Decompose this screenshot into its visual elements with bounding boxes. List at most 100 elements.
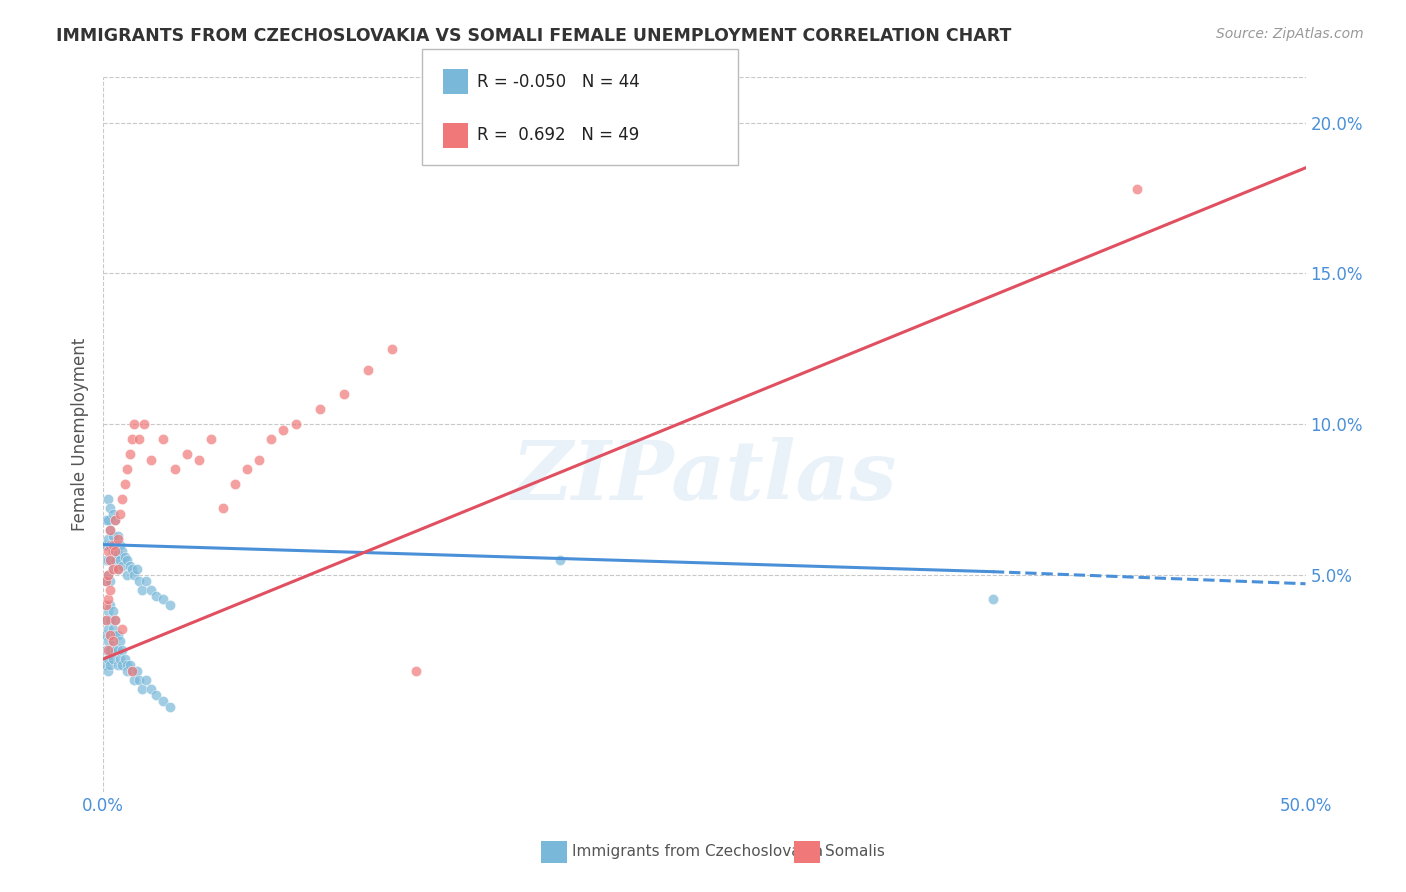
Point bbox=[97, 664, 120, 678]
Point bbox=[159, 598, 181, 612]
Point bbox=[159, 700, 181, 714]
Point bbox=[107, 532, 129, 546]
Point bbox=[98, 552, 121, 566]
Point bbox=[94, 538, 117, 552]
Point bbox=[249, 453, 271, 467]
Point bbox=[124, 417, 146, 431]
Point bbox=[111, 543, 134, 558]
Point bbox=[108, 634, 131, 648]
Point bbox=[135, 673, 157, 688]
Point bbox=[97, 552, 120, 566]
Point bbox=[200, 432, 222, 446]
Point bbox=[145, 688, 167, 702]
Point bbox=[131, 582, 153, 597]
Point bbox=[94, 513, 117, 527]
Point bbox=[308, 401, 330, 416]
Point bbox=[118, 447, 141, 461]
Point bbox=[128, 673, 150, 688]
Point bbox=[131, 682, 153, 697]
Point bbox=[101, 562, 124, 576]
Point bbox=[94, 613, 117, 627]
Point bbox=[107, 528, 129, 542]
Point bbox=[98, 643, 121, 657]
Point bbox=[115, 462, 138, 476]
Point bbox=[97, 591, 120, 606]
Point bbox=[98, 523, 121, 537]
Point bbox=[98, 628, 121, 642]
Point bbox=[152, 432, 174, 446]
Text: IMMIGRANTS FROM CZECHOSLOVAKIA VS SOMALI FEMALE UNEMPLOYMENT CORRELATION CHART: IMMIGRANTS FROM CZECHOSLOVAKIA VS SOMALI… bbox=[56, 27, 1011, 45]
Point bbox=[94, 552, 117, 566]
Point bbox=[356, 363, 378, 377]
Point bbox=[107, 562, 129, 576]
Point bbox=[104, 543, 127, 558]
Text: R = -0.050   N = 44: R = -0.050 N = 44 bbox=[477, 73, 640, 91]
Point bbox=[141, 582, 163, 597]
Text: Somalis: Somalis bbox=[825, 845, 886, 859]
Point bbox=[97, 604, 120, 618]
Point bbox=[121, 432, 143, 446]
Point bbox=[111, 622, 134, 636]
Point bbox=[98, 523, 121, 537]
Point bbox=[108, 552, 131, 566]
Point bbox=[141, 453, 163, 467]
Point bbox=[115, 552, 138, 566]
Point bbox=[1126, 182, 1149, 196]
Point bbox=[101, 634, 124, 648]
Point bbox=[98, 582, 121, 597]
Point bbox=[104, 628, 127, 642]
Point bbox=[104, 513, 127, 527]
Point bbox=[121, 664, 143, 678]
Point bbox=[260, 432, 283, 446]
Point bbox=[97, 643, 120, 657]
Point bbox=[104, 643, 127, 657]
Y-axis label: Female Unemployment: Female Unemployment bbox=[72, 338, 89, 532]
Point bbox=[332, 387, 354, 401]
Point bbox=[107, 628, 129, 642]
Point bbox=[108, 652, 131, 666]
Point bbox=[98, 574, 121, 588]
Point bbox=[118, 658, 141, 673]
Point bbox=[141, 682, 163, 697]
Point bbox=[135, 574, 157, 588]
Point bbox=[97, 543, 120, 558]
Point bbox=[97, 513, 120, 527]
Point bbox=[104, 513, 127, 527]
Point bbox=[188, 453, 211, 467]
Point bbox=[101, 604, 124, 618]
Point bbox=[111, 658, 134, 673]
Point bbox=[111, 558, 134, 573]
Point bbox=[124, 567, 146, 582]
Point bbox=[107, 643, 129, 657]
Point bbox=[165, 462, 187, 476]
Point bbox=[107, 562, 129, 576]
Point bbox=[97, 532, 120, 546]
Point bbox=[152, 591, 174, 606]
Point bbox=[98, 613, 121, 627]
Point bbox=[104, 613, 127, 627]
Point bbox=[104, 613, 127, 627]
Point bbox=[97, 567, 120, 582]
Point bbox=[101, 652, 124, 666]
Point bbox=[381, 342, 404, 356]
Point bbox=[98, 501, 121, 516]
Point bbox=[94, 658, 117, 673]
Point bbox=[107, 547, 129, 561]
Point bbox=[107, 658, 129, 673]
Point bbox=[94, 628, 117, 642]
Point bbox=[111, 643, 134, 657]
Point bbox=[98, 552, 121, 566]
Point bbox=[284, 417, 307, 431]
Point bbox=[94, 613, 117, 627]
Point bbox=[97, 652, 120, 666]
Point bbox=[128, 574, 150, 588]
Text: ZIPatlas: ZIPatlas bbox=[512, 437, 897, 517]
Point bbox=[212, 501, 235, 516]
Point bbox=[128, 432, 150, 446]
Point bbox=[114, 652, 136, 666]
Point bbox=[97, 567, 120, 582]
Point bbox=[114, 549, 136, 564]
Point bbox=[224, 477, 246, 491]
Point bbox=[405, 664, 427, 678]
Point bbox=[115, 658, 138, 673]
